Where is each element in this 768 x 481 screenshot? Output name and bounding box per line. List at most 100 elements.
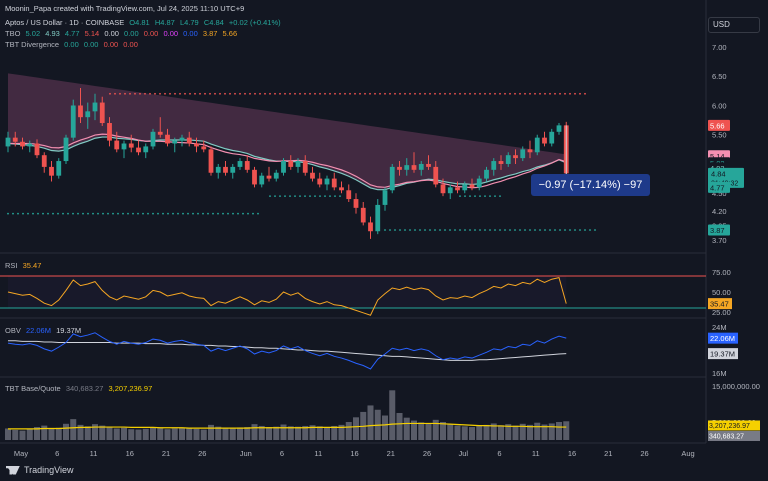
- tbo-label[interactable]: TBO: [5, 29, 21, 38]
- support-dots: [494, 195, 496, 198]
- support-dots: [97, 212, 99, 215]
- price-badge: 3.87: [710, 226, 725, 235]
- obv-legend: OBV 22.06M 19.37M: [5, 326, 84, 336]
- volume-bar: [258, 425, 265, 440]
- symbol-name[interactable]: Aptos / US Dollar · 1D · COINBASE: [5, 18, 125, 27]
- resistance-dots: [259, 92, 261, 95]
- resistance-dots: [364, 92, 366, 95]
- volume-bar: [425, 423, 432, 440]
- low-value: L4.79: [179, 18, 199, 27]
- support-dots: [479, 195, 481, 198]
- tradingview-logo[interactable]: TradingView: [6, 465, 74, 475]
- volume-bar: [389, 390, 396, 440]
- candle: [346, 190, 352, 200]
- support-dots: [309, 195, 311, 198]
- volume-bar: [200, 429, 207, 440]
- candle: [447, 187, 453, 194]
- x-tick-label: 6: [280, 449, 284, 458]
- volume-bar: [128, 429, 135, 440]
- x-tick-label: 6: [55, 449, 59, 458]
- support-dots: [514, 229, 516, 231]
- currency-button[interactable]: USD: [708, 17, 760, 33]
- x-tick-label: 16: [350, 449, 358, 458]
- support-dots: [414, 229, 416, 231]
- rsi-value: 35.47: [22, 261, 42, 270]
- candle: [433, 166, 439, 185]
- volume-bar: [411, 420, 417, 440]
- candle: [542, 137, 547, 144]
- resistance-dots: [454, 92, 456, 95]
- candle: [281, 161, 286, 173]
- volume-bar: [505, 424, 512, 440]
- support-dots: [162, 212, 164, 215]
- candle: [339, 187, 344, 191]
- volume-bar: [63, 423, 69, 440]
- tbo-value: 5.66: [222, 29, 238, 38]
- support-dots: [22, 212, 24, 215]
- open-value: O4.81: [129, 18, 150, 27]
- volume-bar: [229, 428, 236, 440]
- support-dots: [192, 212, 194, 215]
- resistance-dots: [224, 92, 226, 95]
- volume-bar: [476, 425, 483, 440]
- support-dots: [404, 229, 406, 231]
- candle: [27, 143, 33, 147]
- resistance-dots: [254, 92, 256, 95]
- support-dots: [424, 229, 426, 231]
- support-dots: [279, 195, 281, 198]
- resistance-dots: [239, 92, 241, 95]
- volume-bar: [84, 426, 91, 440]
- resistance-dots: [549, 92, 551, 95]
- tbo-value: 0.00: [183, 29, 198, 38]
- price-tick-label: 5.50: [712, 131, 727, 140]
- volume-bar: [266, 427, 272, 440]
- candle: [375, 204, 381, 232]
- obv-ma-badge: 19.37M: [710, 350, 735, 359]
- resistance-dots: [234, 92, 236, 95]
- resistance-dots: [384, 92, 386, 95]
- rsi-tick-label: 75.00: [712, 268, 731, 277]
- support-dots: [52, 212, 54, 215]
- support-dots: [569, 229, 571, 231]
- div-value: 0.00: [103, 40, 119, 49]
- support-dots: [534, 229, 536, 231]
- support-dots: [429, 229, 431, 231]
- volume-bar: [316, 426, 323, 440]
- support-dots: [227, 212, 229, 215]
- candle: [179, 137, 185, 141]
- price-tick-label: 6.50: [712, 72, 727, 81]
- support-dots: [409, 229, 411, 231]
- rsi-label[interactable]: RSI: [5, 261, 18, 270]
- resistance-dots: [184, 92, 186, 95]
- volume-bar: [142, 428, 149, 440]
- obv-label[interactable]: OBV: [5, 326, 21, 335]
- volume-bar: [208, 424, 214, 440]
- candle: [527, 149, 533, 153]
- volume-label[interactable]: TBT Base/Quote: [5, 384, 61, 393]
- resistance-dots: [479, 92, 481, 95]
- rsi-band: [8, 276, 567, 308]
- candle: [353, 199, 359, 208]
- candle: [505, 155, 511, 164]
- resistance-dots: [274, 92, 276, 95]
- support-dots: [589, 229, 591, 231]
- x-tick-label: 21: [387, 449, 395, 458]
- candle: [404, 165, 410, 170]
- divergence-label[interactable]: TBT Divergence: [5, 40, 60, 49]
- candle: [70, 105, 76, 138]
- support-dots: [57, 212, 59, 215]
- volume-bar: [5, 428, 11, 440]
- resistance-dots: [169, 92, 171, 95]
- obv-value: 22.06M: [25, 326, 51, 335]
- obv-ma-value: 19.37M: [56, 326, 82, 335]
- support-dots: [17, 212, 19, 215]
- candle: [259, 175, 265, 185]
- tbo-value: 5.02: [25, 29, 41, 38]
- support-dots: [499, 229, 501, 231]
- volume-bar: [19, 430, 26, 440]
- resistance-dots: [209, 92, 211, 95]
- volume-bar: [331, 425, 338, 440]
- support-dots: [202, 212, 204, 215]
- price-tick-label: 3.70: [712, 236, 727, 245]
